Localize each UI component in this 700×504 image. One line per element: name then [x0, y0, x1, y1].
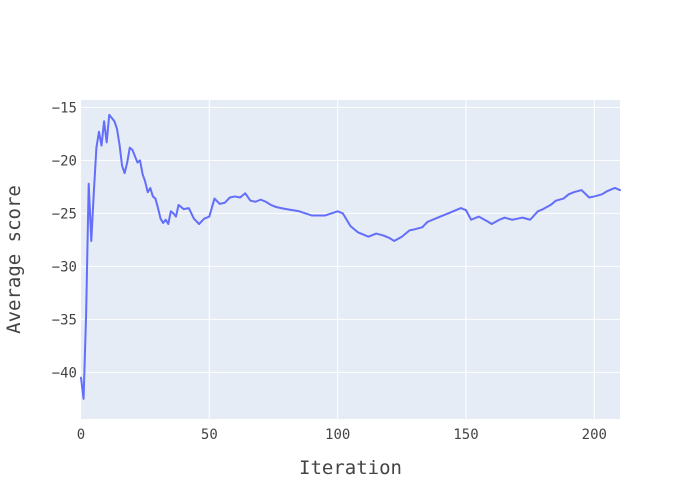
x-tick-label: 150	[453, 427, 478, 443]
y-tick-label: −35	[52, 312, 77, 328]
x-gridlines	[208, 100, 595, 419]
y-axis-ticks: −40 −35 −30 −25 −20 −15	[52, 100, 77, 381]
y-gridlines	[81, 106, 620, 373]
series-line	[80, 113, 621, 400]
y-tick-label: −40	[52, 365, 77, 381]
x-axis-label: Iteration	[299, 457, 402, 479]
x-tick-label: 200	[582, 427, 607, 443]
y-axis-label: Average score	[3, 185, 25, 334]
y-tick-label: −20	[52, 153, 77, 169]
y-tick-label: −25	[52, 206, 77, 222]
plot-area	[81, 100, 620, 419]
x-tick-label: 100	[325, 427, 350, 443]
x-tick-label: 50	[201, 427, 218, 443]
x-axis-ticks: 0 50 100 150 200	[77, 427, 607, 443]
x-tick-label: 0	[77, 427, 85, 443]
series-layer	[80, 113, 621, 400]
y-tick-label: −15	[52, 100, 77, 116]
y-tick-label: −30	[52, 259, 77, 275]
